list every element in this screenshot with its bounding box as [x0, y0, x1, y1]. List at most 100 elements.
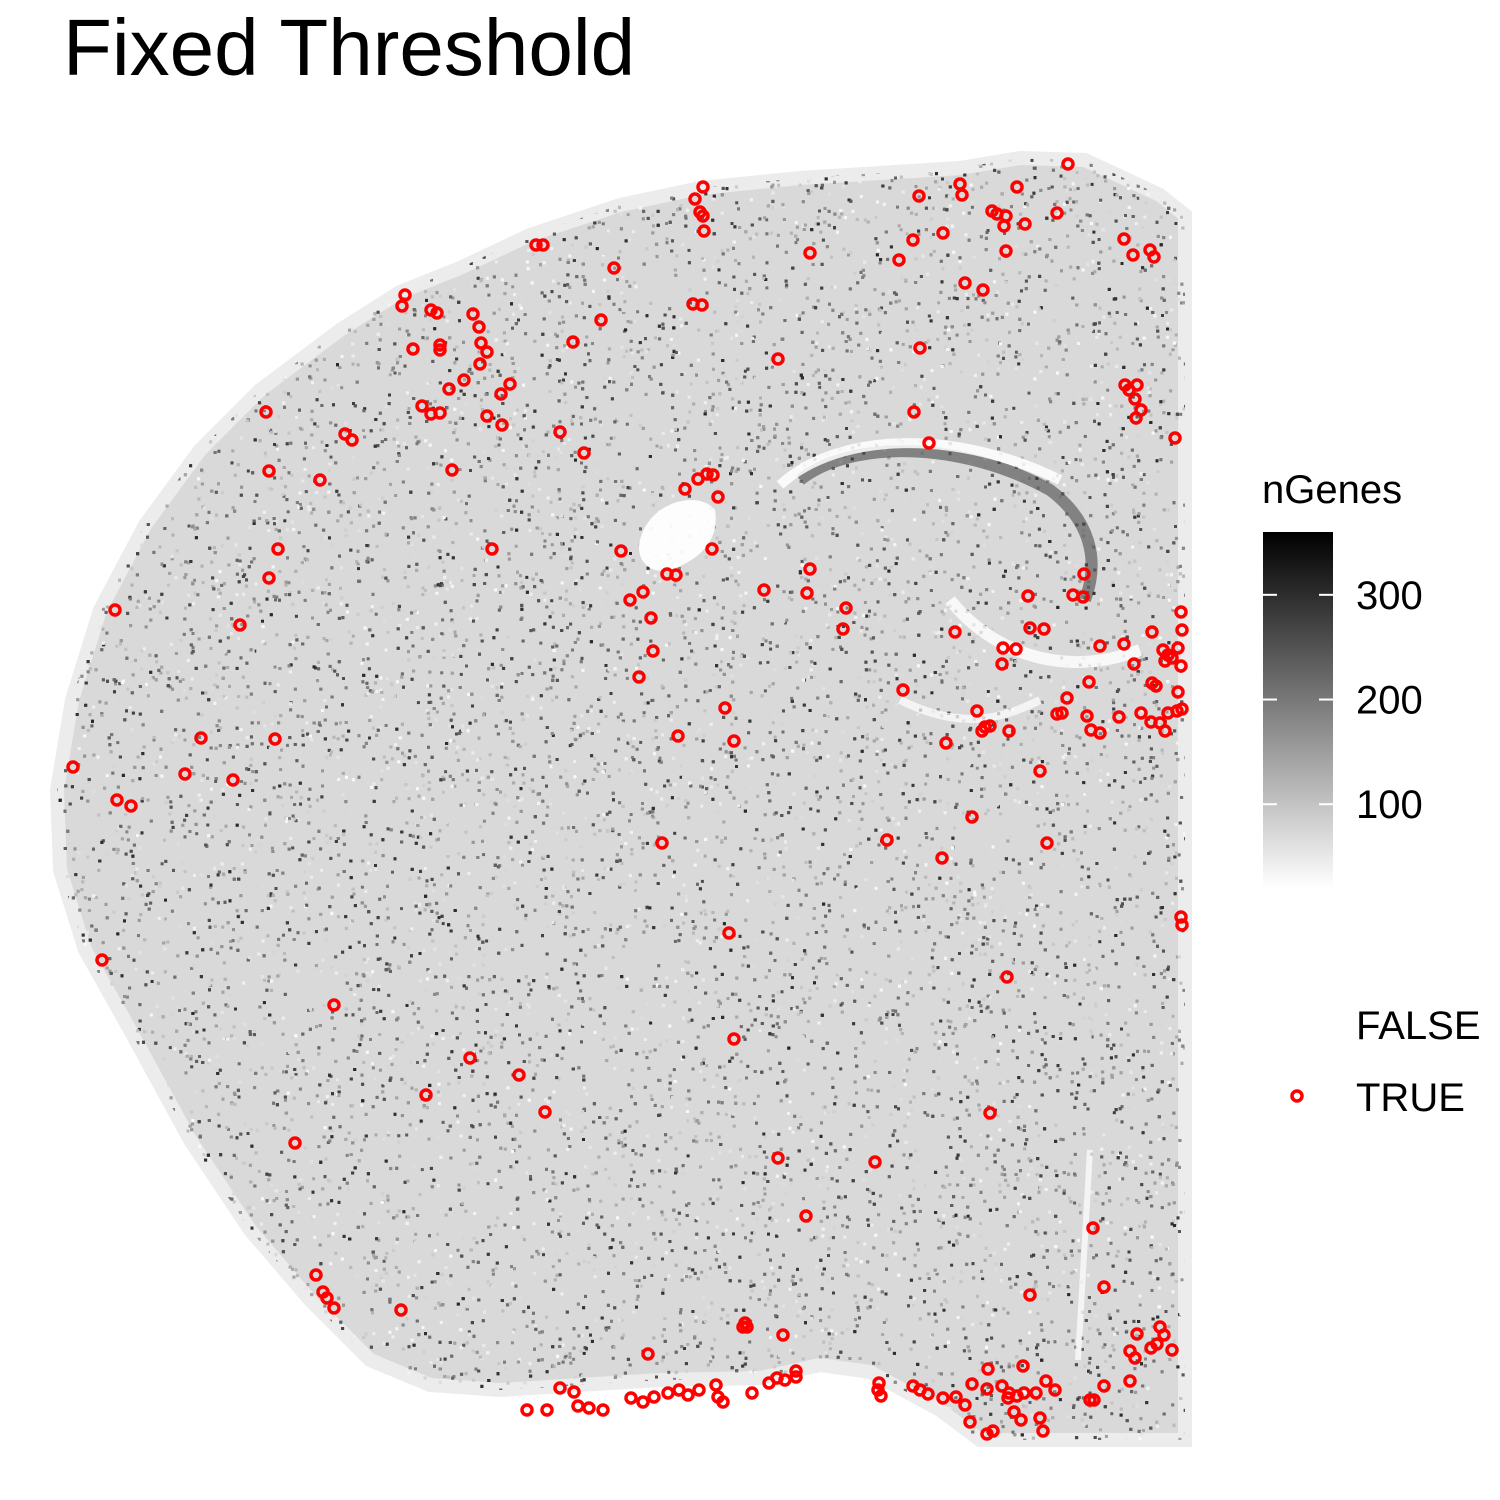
flagged-point — [1029, 1386, 1043, 1400]
flagged-point — [313, 473, 327, 487]
flagged-point — [538, 1105, 552, 1119]
flagged-point — [839, 601, 853, 615]
flagged-point — [1165, 1343, 1179, 1357]
colorbar-ticks: 100 200 300 — [1263, 574, 1423, 827]
flagged-point — [1033, 1411, 1047, 1425]
flagged-point — [1130, 1327, 1144, 1341]
flagged-point — [995, 657, 1009, 671]
flagged-point — [1127, 657, 1141, 671]
flagged-point — [700, 467, 714, 481]
flagged-point — [695, 298, 709, 312]
flagged-point — [503, 377, 517, 391]
flagged-point — [1001, 1391, 1015, 1405]
flagged-point — [1050, 707, 1064, 721]
flagged-point — [836, 622, 850, 636]
flagged-point — [1097, 1379, 1111, 1393]
flagged-point — [614, 544, 628, 558]
flagged-point — [696, 209, 710, 223]
flagged-point — [647, 1390, 661, 1404]
flagged-point — [958, 276, 972, 290]
flagged-point — [965, 1377, 979, 1391]
flagged-point — [935, 851, 949, 865]
flagged-point — [688, 192, 702, 206]
flagged-point — [271, 542, 285, 556]
flagged-point — [1093, 726, 1107, 740]
flagged-point — [669, 568, 683, 582]
flagged-point — [1145, 625, 1159, 639]
flagged-point — [520, 1403, 534, 1417]
flagged-point — [1080, 709, 1094, 723]
flagged-point — [716, 1395, 730, 1409]
tissue-section — [49, 150, 1192, 1447]
flagged-point — [975, 724, 989, 738]
flagged-point — [1050, 206, 1064, 220]
flagged-point — [1168, 431, 1182, 445]
flagged-point — [958, 1398, 972, 1412]
flagged-point — [970, 704, 984, 718]
flagged-point — [66, 760, 80, 774]
flagged-point — [512, 1068, 526, 1082]
flagged-point — [1087, 1393, 1101, 1407]
flagged-point — [681, 1388, 695, 1402]
flagged-point — [433, 338, 447, 352]
flagged-point — [1048, 1383, 1062, 1397]
flagged-point — [1158, 724, 1172, 738]
flagged-point — [981, 1362, 995, 1376]
flagged-point — [1174, 605, 1188, 619]
colorbar-tick-label: 200 — [1356, 679, 1423, 723]
flagged-point — [803, 246, 817, 260]
flagged-point — [108, 603, 122, 617]
flagged-point — [566, 335, 580, 349]
flagged-point — [485, 542, 499, 556]
flagged-point — [480, 409, 494, 423]
flagged-point — [309, 1268, 323, 1282]
flagged-point — [178, 767, 192, 781]
flagged-point — [655, 836, 669, 850]
flagged-point — [1175, 918, 1189, 932]
flagged-point — [1009, 642, 1023, 656]
flagged-point — [921, 1387, 935, 1401]
flagged-point — [711, 490, 725, 504]
flagged-points — [66, 157, 1189, 1441]
flagged-point — [474, 336, 488, 350]
flagged-point — [1147, 250, 1161, 264]
flagged-point — [623, 593, 637, 607]
flagged-point — [727, 1032, 741, 1046]
flagged-point — [1130, 378, 1144, 392]
flagged-point — [624, 1391, 638, 1405]
flagged-point — [1014, 1413, 1028, 1427]
flagged-point — [872, 1376, 886, 1390]
flagged-point — [1093, 639, 1107, 653]
flagged-point — [1018, 217, 1032, 231]
flagged-point — [1010, 180, 1024, 194]
flagged-point — [646, 644, 660, 658]
flagged-point — [949, 1390, 963, 1404]
flagged-point — [706, 468, 720, 482]
flagged-point — [1117, 637, 1131, 651]
flagged-point — [963, 1415, 977, 1429]
flagged-point — [709, 1378, 723, 1392]
flagged-point — [494, 387, 508, 401]
flagged-point — [636, 585, 650, 599]
flagged-point — [936, 226, 950, 240]
flagged-point — [948, 625, 962, 639]
flagged-point — [1021, 589, 1035, 603]
flagged-point — [1175, 702, 1189, 716]
colorbar-title: nGenes — [1262, 468, 1402, 512]
flagged-point — [880, 833, 894, 847]
flagged-point — [776, 1328, 790, 1342]
flagged-point — [495, 418, 509, 432]
flagged-point — [1016, 1359, 1030, 1373]
flagged-point — [553, 425, 567, 439]
flagged-point — [1082, 675, 1096, 689]
flagged-point — [124, 799, 138, 813]
flagged-point — [1000, 970, 1014, 984]
flagged-point — [394, 1303, 408, 1317]
flagged-point — [922, 436, 936, 450]
flagged-point — [999, 244, 1013, 258]
flagged-point — [466, 307, 480, 321]
flagged-point — [722, 926, 736, 940]
flagged-point — [288, 1136, 302, 1150]
flagged-point — [463, 1051, 477, 1065]
